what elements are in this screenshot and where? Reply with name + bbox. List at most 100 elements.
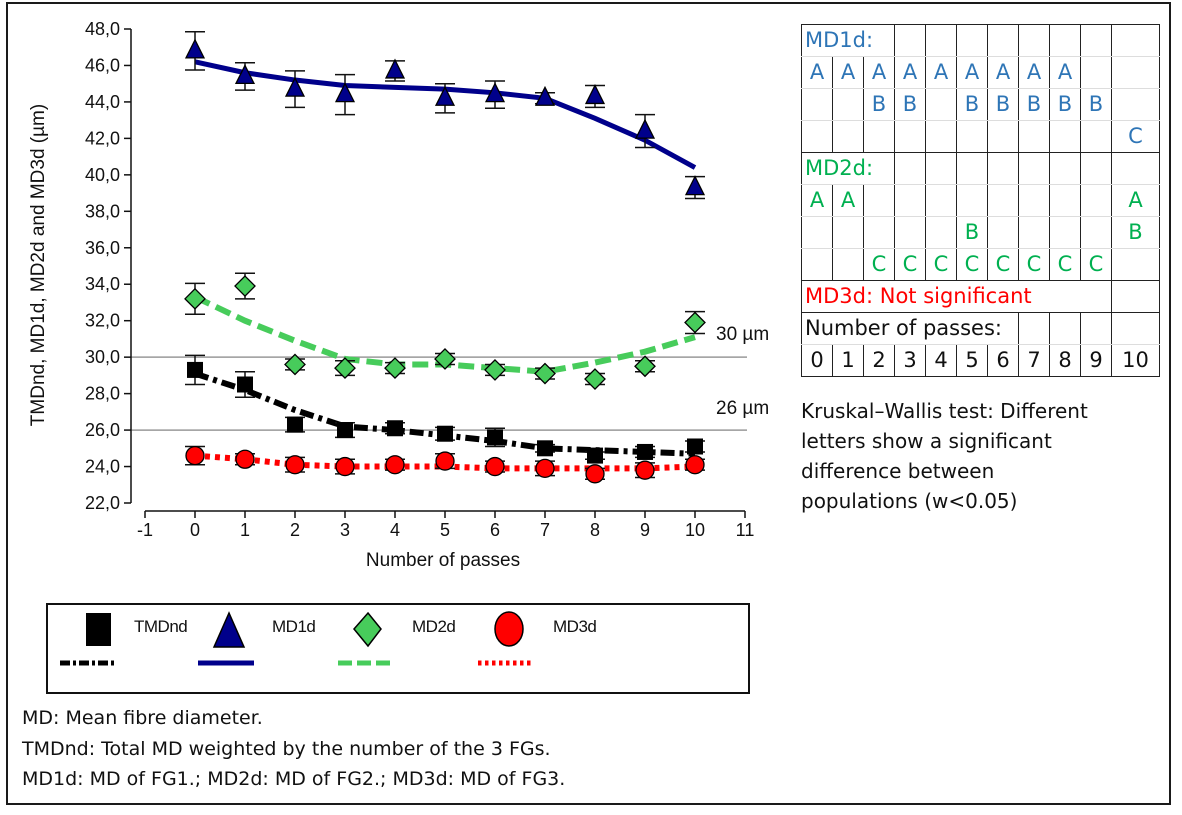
marker-md1d [484, 82, 506, 103]
x-tick-label: 6 [490, 520, 500, 540]
pass-number: 8 [1049, 344, 1081, 377]
footnote: MD: Mean fibre diameter. [22, 707, 263, 729]
significance-letter [863, 120, 895, 153]
significance-letter: C [1080, 248, 1112, 281]
y-tick-label: 26,0 [85, 420, 120, 440]
table-cell [1080, 152, 1112, 185]
pass-number: 0 [801, 344, 833, 377]
table-cell [1018, 312, 1050, 345]
marker-md1d [634, 118, 656, 139]
significance-letter [801, 248, 833, 281]
x-tick-label: 7 [540, 520, 550, 540]
marker-md2d [384, 357, 406, 380]
y-tick-label: 34,0 [85, 274, 120, 294]
table-group-title: MD2d: [801, 152, 895, 185]
significance-letter: A [832, 56, 864, 89]
marker-md2d [634, 355, 656, 378]
grid-lines [131, 356, 747, 431]
table-cell [987, 24, 1019, 57]
table-cell [894, 24, 926, 57]
table-cell [1049, 312, 1081, 345]
marker-md2d [234, 275, 256, 297]
significance-letter [1018, 184, 1050, 217]
marker-tmdnd [587, 447, 603, 464]
significance-letter: B [1018, 88, 1050, 121]
table-cell [1080, 24, 1112, 57]
significance-letter: C [925, 248, 957, 281]
legend-label-md2d: MD2d [412, 617, 456, 636]
significance-letter [1018, 216, 1050, 249]
y-tick-label: 32,0 [85, 311, 120, 331]
kruskal-wallis-note: Kruskal–Wallis test: Different letters s… [801, 396, 1171, 516]
marker-md2d [334, 357, 356, 380]
significance-letter: B [863, 88, 895, 121]
x-tick-label: -1 [137, 520, 153, 540]
marker-md2d [184, 287, 206, 310]
y-tick-label: 28,0 [85, 384, 120, 404]
marker-md3d [435, 451, 455, 471]
significance-letter [925, 88, 957, 121]
marker-md1d [284, 76, 306, 97]
significance-letter [1080, 216, 1112, 249]
pass-number: 9 [1080, 344, 1112, 377]
marker-md3d [585, 464, 605, 484]
significance-letter [801, 216, 833, 249]
marker-md2d [534, 362, 556, 385]
marker-md3d [235, 449, 255, 469]
pass-number: 5 [956, 344, 988, 377]
significance-letter [832, 120, 864, 153]
marker-tmdnd [387, 420, 403, 437]
marker-md1d [584, 84, 606, 105]
significance-letter: B [987, 88, 1019, 121]
marker-md2d [584, 368, 606, 390]
y-tick-label: 38,0 [85, 201, 120, 221]
table-cell [987, 152, 1019, 185]
significance-letter [832, 88, 864, 121]
footnote: TMDnd: Total MD weighted by the number o… [22, 737, 551, 760]
pass-number: 7 [1018, 344, 1050, 377]
marker-tmdnd [237, 376, 253, 393]
significance-letter [925, 184, 957, 217]
significance-letter [1111, 248, 1160, 281]
significance-letter [956, 184, 988, 217]
footnotes: MD: Mean fibre diameter. TMDnd: Total MD… [22, 703, 565, 795]
legend-symbols [60, 611, 534, 666]
legend-diamond-marker [353, 611, 382, 648]
table-cell [1111, 312, 1160, 345]
x-tick-label: 2 [290, 520, 300, 540]
significance-letter [925, 216, 957, 249]
ref-line-label-30: 30 µm [716, 324, 769, 345]
significance-letter [801, 88, 833, 121]
marker-tmdnd [187, 361, 203, 378]
y-tick-label: 30,0 [85, 347, 120, 367]
significance-letter [1111, 56, 1160, 89]
pass-number: 2 [863, 344, 895, 377]
marker-tmdnd [687, 438, 703, 455]
figure-frame [6, 2, 1171, 805]
significance-letter: C [894, 248, 926, 281]
significance-letter: A [801, 56, 833, 89]
marker-md2d [484, 358, 506, 381]
marker-tmdnd [287, 416, 303, 433]
marker-md1d [234, 63, 256, 85]
table-group-title: MD1d: [801, 24, 895, 57]
table-cell [956, 24, 988, 57]
significance-letter [894, 216, 926, 249]
table-cell [894, 152, 926, 185]
legend-label-md1d: MD1d [272, 617, 316, 636]
kw-note-line: Kruskal–Wallis test: Different [801, 399, 1088, 423]
x-tick-label: 9 [640, 520, 650, 540]
y-tick-label: 46,0 [85, 55, 120, 75]
significance-letter [1080, 120, 1112, 153]
legend-circle-marker [494, 611, 524, 647]
legend-triangle-marker [212, 611, 246, 648]
marker-md3d [535, 458, 555, 479]
pass-number: 6 [987, 344, 1019, 377]
x-tick-label: 1 [240, 520, 250, 540]
significance-letter: A [925, 56, 957, 89]
significance-letter [863, 216, 895, 249]
significance-letter [1049, 216, 1081, 249]
x-tick-label: 8 [590, 520, 600, 540]
marker-md1d [384, 58, 406, 79]
table-cell [1080, 312, 1112, 345]
